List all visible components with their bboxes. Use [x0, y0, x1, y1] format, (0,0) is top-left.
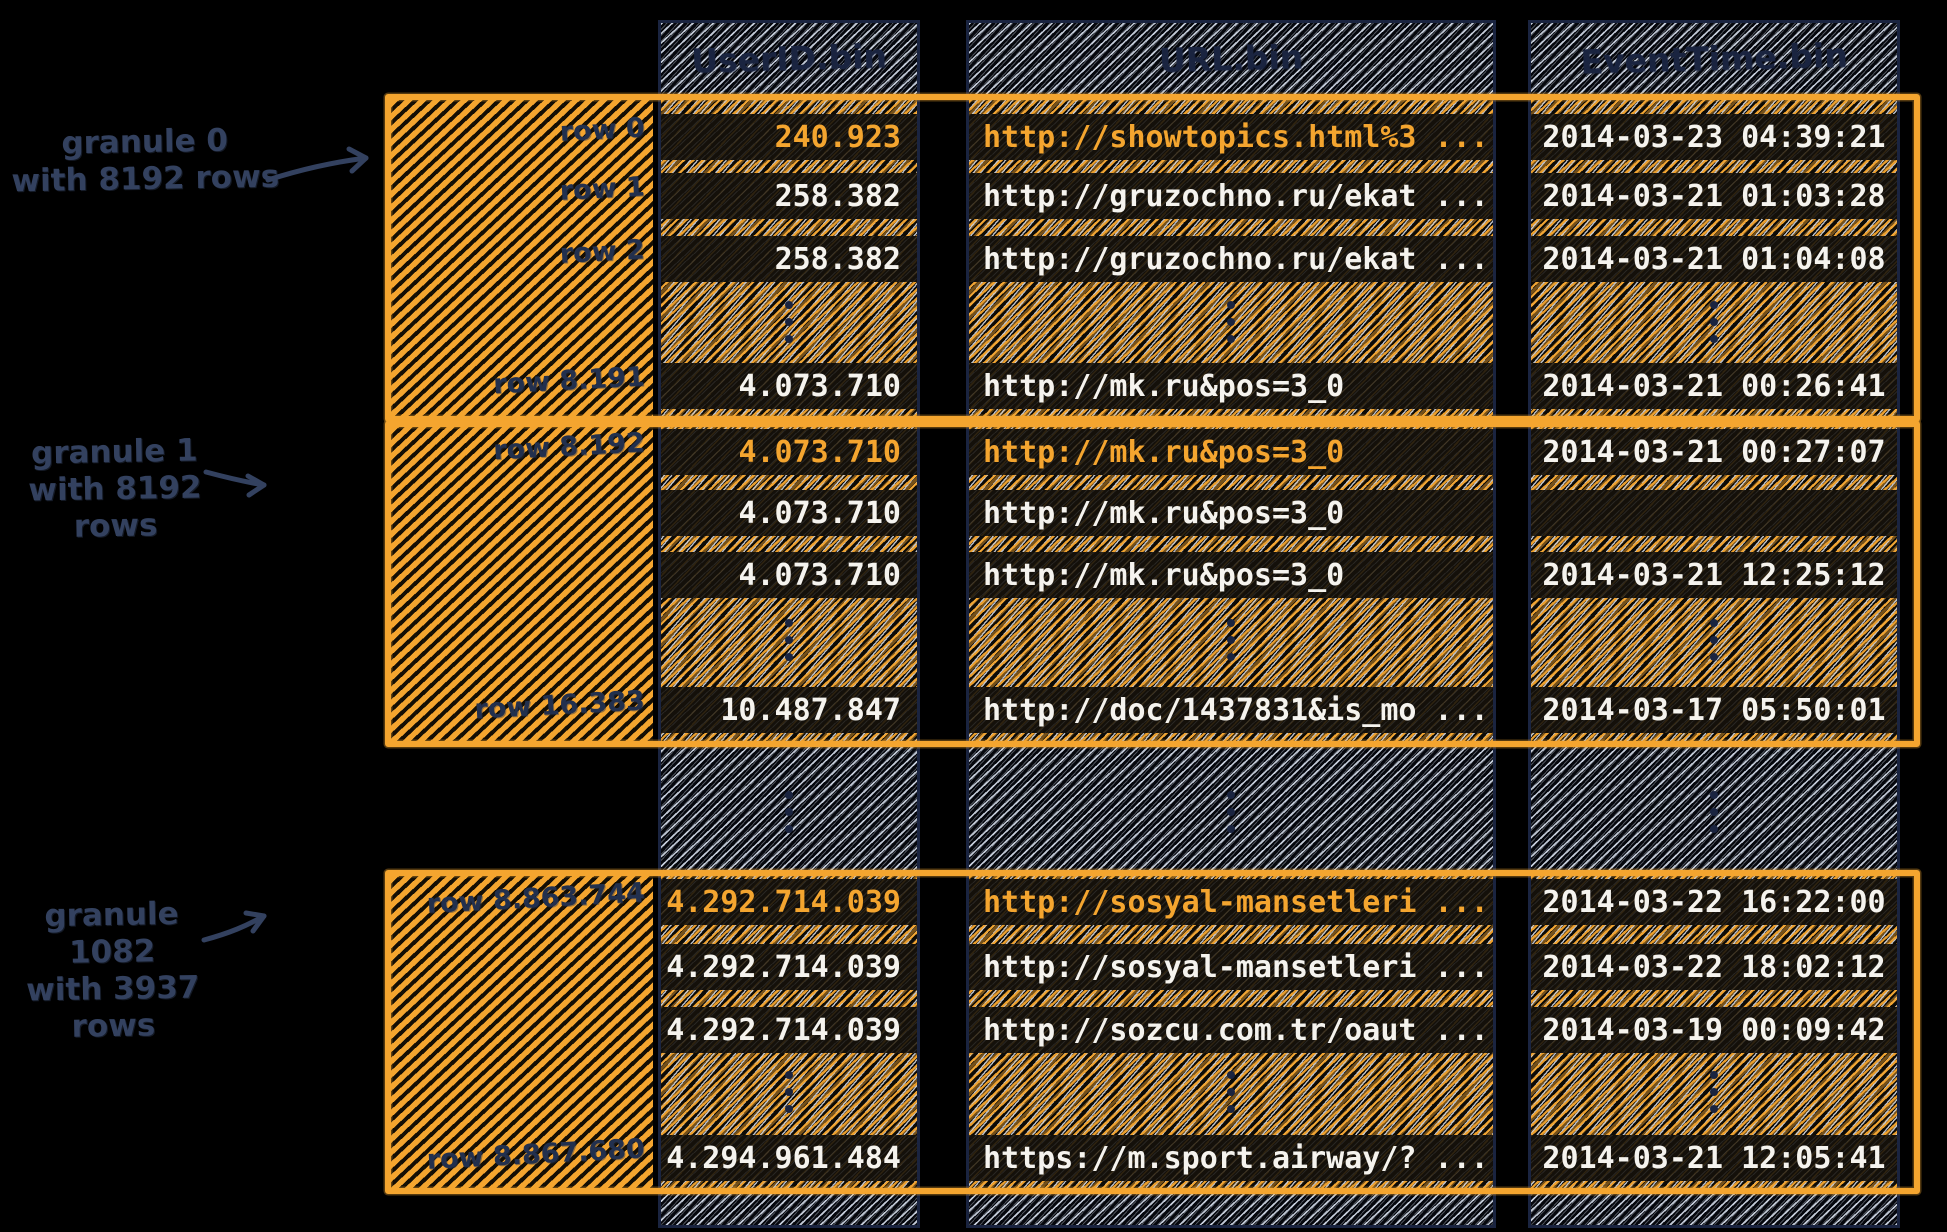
granule-0-left-panel — [391, 100, 653, 416]
annotation-line: with 8192 rows — [11, 158, 280, 200]
userid-bin-header: UserID.bin — [690, 36, 888, 81]
userid-value-cell: 258.382 — [661, 236, 917, 282]
url-value-cell: http://showtopics.html%3 ... — [969, 114, 1493, 160]
url-value-cell: http://doc/1437831&is_mo ... — [969, 687, 1493, 733]
userid-value-cell: 4.073.710 — [661, 552, 917, 598]
eventtime-value-cell: 2014-03-21 12:25:12 — [1531, 552, 1897, 598]
ellipsis-dots-icon — [1710, 301, 1718, 343]
url-value-cell: http://mk.ru&pos=3_0 — [969, 429, 1493, 475]
url-value-cell: http://mk.ru&pos=3_0 — [969, 490, 1493, 536]
userid-value-cell: 4.292.714.039 — [661, 1007, 917, 1053]
ellipsis-dots-icon — [785, 619, 793, 661]
granule-1-outline — [385, 421, 1920, 747]
userid-value-cell: 4.294.961.484 — [661, 1135, 917, 1181]
ellipsis-dots-icon — [1710, 619, 1718, 661]
userid-value-cell: 10.487.847 — [661, 687, 917, 733]
url-value-cell: http://sosyal-mansetleri ... — [969, 879, 1493, 925]
userid-value-cell: 4.073.710 — [661, 490, 917, 536]
eventtime-value-cell: 2014-03-17 05:50:01 — [1531, 687, 1897, 733]
userid-value-cell: 4.073.710 — [661, 363, 917, 409]
url-value-cell: http://mk.ru&pos=3_0 — [969, 363, 1493, 409]
eventtime-value-cell: 2014-03-21 01:03:28 — [1531, 173, 1897, 219]
eventtime-value-cell: 2014-03-22 18:02:12 — [1531, 944, 1897, 990]
granule-1082-left-panel — [391, 876, 653, 1188]
ellipsis-dots-icon — [1227, 301, 1235, 343]
annotation-line: granule 1 — [30, 432, 198, 472]
url-value-cell: http://mk.ru&pos=3_0 — [969, 552, 1493, 598]
granule-1082-annotation: granule 1082 with 3937 rows — [0, 895, 226, 1047]
eventtime-bin-header: EventTime.bin — [1579, 35, 1849, 82]
userid-value-cell: 4.292.714.039 — [661, 879, 917, 925]
annotation-line: with 3937 rows — [25, 969, 200, 1045]
url-bin-header: URL.bin — [1158, 37, 1304, 80]
userid-value-cell: 240.923 — [661, 114, 917, 160]
eventtime-value-cell: 2014-03-19 00:09:42 — [1531, 1007, 1897, 1053]
ellipsis-dots-icon — [1710, 1071, 1718, 1113]
eventtime-value-cell — [1531, 490, 1897, 536]
ellipsis-dots-icon — [1227, 619, 1235, 661]
eventtime-value-cell: 2014-03-22 16:22:00 — [1531, 879, 1897, 925]
annotation-line: granule 0 — [61, 122, 229, 162]
eventtime-value-cell: 2014-03-23 04:39:21 — [1531, 114, 1897, 160]
eventtime-value-cell: 2014-03-21 00:26:41 — [1531, 363, 1897, 409]
userid-value-cell: 258.382 — [661, 173, 917, 219]
ellipsis-dots-icon — [785, 791, 793, 833]
url-value-cell: http://gruzochno.ru/ekat ... — [969, 236, 1493, 282]
ellipsis-dots-icon — [1227, 791, 1235, 833]
userid-value-cell: 4.292.714.039 — [661, 944, 917, 990]
annotation-line: granule 1082 — [44, 895, 179, 971]
granule-0-annotation: granule 0 with 8192 rows — [9, 122, 280, 201]
ellipsis-dots-icon — [1710, 791, 1718, 833]
eventtime-value-cell: 2014-03-21 01:04:08 — [1531, 236, 1897, 282]
userid-value-cell: 4.073.710 — [661, 429, 917, 475]
ellipsis-dots-icon — [1227, 1071, 1235, 1113]
arrow-right-icon — [265, 146, 369, 183]
url-value-cell: http://gruzochno.ru/ekat ... — [969, 173, 1493, 219]
ellipsis-dots-icon — [785, 1071, 793, 1113]
url-value-cell: http://sozcu.com.tr/oaut ... — [969, 1007, 1493, 1053]
annotation-line: with 8192 rows — [28, 469, 202, 545]
ellipsis-dots-icon — [785, 301, 793, 343]
eventtime-value-cell: 2014-03-21 12:05:41 — [1531, 1135, 1897, 1181]
eventtime-value-cell: 2014-03-21 00:27:07 — [1531, 429, 1897, 475]
granule-0-outline — [385, 94, 1920, 422]
granule-1082-outline — [385, 870, 1920, 1194]
granule-1-left-panel — [391, 427, 653, 741]
url-value-cell: http://sosyal-mansetleri ... — [969, 944, 1493, 990]
granule-1-annotation: granule 1 with 8192 rows — [0, 432, 231, 547]
url-value-cell: https://m.sport.airway/? ... — [969, 1135, 1493, 1181]
